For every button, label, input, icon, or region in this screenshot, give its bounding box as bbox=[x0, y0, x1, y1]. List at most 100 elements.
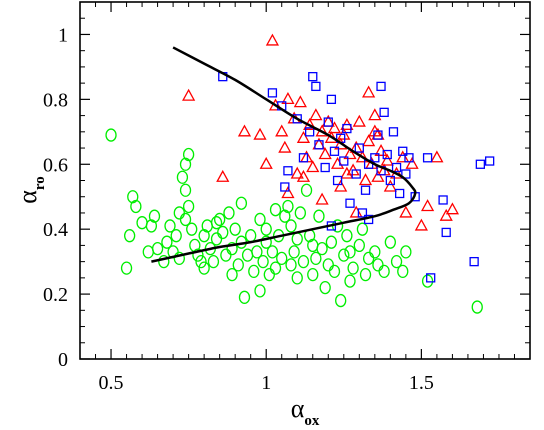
circle-point bbox=[297, 254, 310, 269]
circle-point bbox=[319, 280, 331, 295]
circle-point bbox=[238, 290, 251, 304]
y-tick-label: 1 bbox=[58, 24, 68, 46]
circle-point bbox=[335, 293, 347, 308]
triangle-point bbox=[296, 130, 311, 143]
triangle-point bbox=[281, 92, 295, 105]
circle-point bbox=[130, 199, 142, 214]
circle-point bbox=[397, 264, 409, 279]
triangle-point bbox=[445, 202, 460, 215]
triangle-point bbox=[265, 33, 280, 46]
x-axis-title: αox bbox=[291, 394, 320, 429]
data-markers bbox=[105, 33, 495, 314]
triangle-point bbox=[405, 156, 419, 169]
circle-point bbox=[151, 242, 164, 256]
triangle-point bbox=[362, 85, 376, 98]
circle-point bbox=[210, 232, 223, 246]
circle-point bbox=[136, 216, 148, 230]
triangle-point bbox=[306, 160, 320, 173]
circle-point bbox=[142, 245, 154, 259]
y-axis-symbol: α bbox=[13, 190, 42, 204]
circle-point bbox=[186, 222, 198, 236]
x-tick-label: 1 bbox=[261, 372, 271, 394]
x-axis-symbol: α bbox=[291, 394, 305, 423]
triangle-point bbox=[318, 147, 332, 160]
circle-point bbox=[276, 251, 288, 266]
circle-point bbox=[310, 251, 322, 266]
circle-point bbox=[176, 170, 189, 184]
circle-point bbox=[120, 261, 133, 275]
x-tick-label: 1.5 bbox=[409, 372, 434, 394]
square-point bbox=[485, 156, 495, 166]
circle-point bbox=[241, 248, 254, 262]
square-point bbox=[357, 208, 368, 218]
y-tick-label: 0 bbox=[58, 349, 68, 371]
circle-point bbox=[210, 216, 223, 230]
circle-point bbox=[170, 229, 182, 243]
circle-point bbox=[217, 225, 229, 240]
circle-point bbox=[372, 258, 384, 272]
square-point bbox=[395, 188, 405, 199]
circle-point bbox=[198, 229, 210, 243]
y-tick-label: 0.2 bbox=[43, 284, 68, 306]
square-point bbox=[292, 114, 302, 124]
square-point bbox=[308, 71, 318, 82]
circle-point bbox=[369, 245, 381, 259]
circle-point bbox=[291, 271, 303, 285]
x-tick-label: 0.5 bbox=[99, 372, 124, 394]
square-point bbox=[332, 175, 343, 186]
triangle-point bbox=[334, 179, 348, 192]
circle-point bbox=[421, 274, 434, 288]
circle-point bbox=[400, 245, 412, 259]
square-point bbox=[351, 169, 361, 179]
triangle-point bbox=[399, 205, 413, 218]
axis-ticks bbox=[80, 2, 530, 360]
y-axis-subscript: ro bbox=[32, 176, 48, 190]
square-point bbox=[398, 146, 408, 156]
circle-point bbox=[173, 206, 185, 220]
circle-point bbox=[313, 209, 325, 223]
square-point bbox=[441, 227, 451, 238]
triangle-point bbox=[420, 199, 435, 212]
circle-point bbox=[105, 128, 117, 142]
circle-point bbox=[322, 258, 334, 272]
triangle-point bbox=[380, 153, 394, 166]
square-point bbox=[323, 117, 333, 127]
square-point bbox=[401, 169, 411, 179]
circle-point bbox=[341, 229, 353, 243]
plot-frame bbox=[79, 1, 531, 360]
circle-point bbox=[266, 245, 279, 259]
circle-point bbox=[192, 248, 204, 262]
circle-point bbox=[207, 254, 220, 269]
circle-point bbox=[344, 274, 356, 288]
circle-point bbox=[263, 267, 275, 282]
triangle-point bbox=[362, 134, 376, 147]
y-tick-label: 0.6 bbox=[43, 154, 68, 176]
circle-point bbox=[214, 212, 226, 227]
square-point bbox=[379, 107, 389, 117]
circle-point bbox=[145, 219, 158, 233]
circle-point bbox=[223, 206, 235, 220]
triangle-point bbox=[253, 127, 267, 140]
triangle-point bbox=[315, 192, 329, 205]
circle-point bbox=[182, 199, 195, 214]
circle-point bbox=[124, 229, 136, 243]
model-curve bbox=[151, 46, 417, 263]
circle-point bbox=[182, 147, 195, 162]
square-point bbox=[329, 146, 340, 156]
triangle-point bbox=[330, 156, 345, 169]
circle-point bbox=[294, 206, 306, 220]
circle-point bbox=[356, 222, 369, 236]
square-point bbox=[426, 273, 436, 283]
circle-point bbox=[164, 219, 176, 233]
square-point bbox=[382, 149, 392, 160]
square-point bbox=[354, 143, 364, 153]
square-point bbox=[469, 256, 479, 267]
circle-point bbox=[226, 242, 238, 256]
triangle-point bbox=[182, 88, 196, 101]
square-point bbox=[311, 81, 321, 92]
circle-point bbox=[288, 245, 300, 259]
triangle-point bbox=[340, 166, 354, 179]
circle-point bbox=[179, 157, 192, 171]
circle-point bbox=[245, 229, 257, 243]
circle-point bbox=[282, 199, 294, 214]
